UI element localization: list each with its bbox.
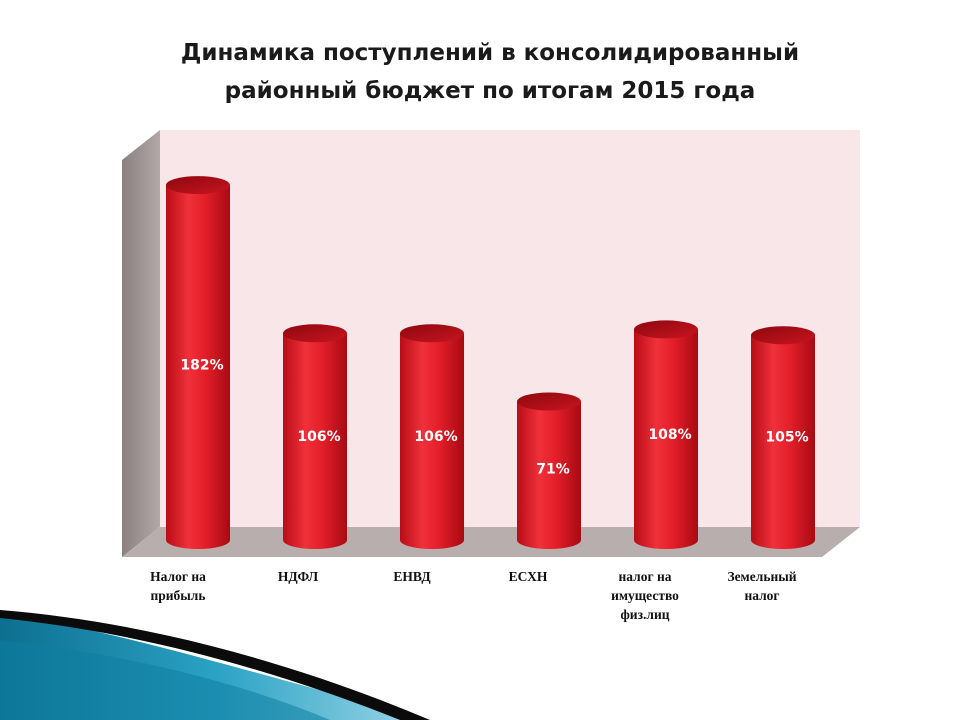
category-label-line: Налог на [150,569,206,584]
bar-body [166,185,230,549]
chart-side-wall [122,130,160,557]
bar-top-cap [751,326,815,345]
bar-6 [751,326,815,549]
value-label-5: 108% [648,427,691,443]
category-label-6: Земельный налог [727,569,796,603]
chart-title-line-1: Динамика поступлений в консолидированный [180,40,800,66]
bar-top-cap [634,320,698,339]
bar-top-cap [400,324,464,343]
category-label-line: налог [744,588,779,603]
category-label-line: ЕСХН [509,569,548,584]
bar-top-cap [283,324,347,343]
value-label-6: 105% [765,430,808,446]
category-label-line: налог на [618,569,671,584]
bar-body [634,329,698,549]
chart-title-line-2: районный бюджет по итогам 2015 года [224,78,756,104]
category-label-line: прибыль [150,588,205,603]
bar-2 [283,324,347,549]
value-label-2: 106% [297,429,340,445]
bar-body [751,335,815,549]
category-label-line: физ.лиц [620,607,669,622]
bar-top-cap [166,176,230,195]
bar-3 [400,324,464,549]
value-label-1: 182% [180,358,223,374]
value-label-3: 106% [414,429,457,445]
bar-5 [634,320,698,549]
category-label-line: ЕНВД [393,569,431,584]
category-label-line: имущество [611,588,679,603]
bar-body [400,333,464,549]
category-label-line: НДФЛ [278,569,318,584]
category-label-line: Земельный [727,569,796,584]
category-label-5: налог на имущество физ.лиц [611,569,679,622]
bar-top-cap [517,392,581,411]
chart-title: Динамика поступлений в консолидированный… [150,34,830,110]
bar-1 [166,176,230,549]
chart-floor [122,527,860,557]
category-label-3: ЕНВД [393,569,431,584]
bar-4 [517,392,581,549]
decorative-swoosh [0,610,430,720]
bar-body [517,401,581,549]
chart-3d-frame [122,130,860,557]
category-label-1: Налог на прибыль [150,569,206,603]
category-label-2: НДФЛ [278,569,318,584]
value-label-4: 71% [536,462,570,478]
category-label-4: ЕСХН [509,569,548,584]
bar-body [283,333,347,549]
